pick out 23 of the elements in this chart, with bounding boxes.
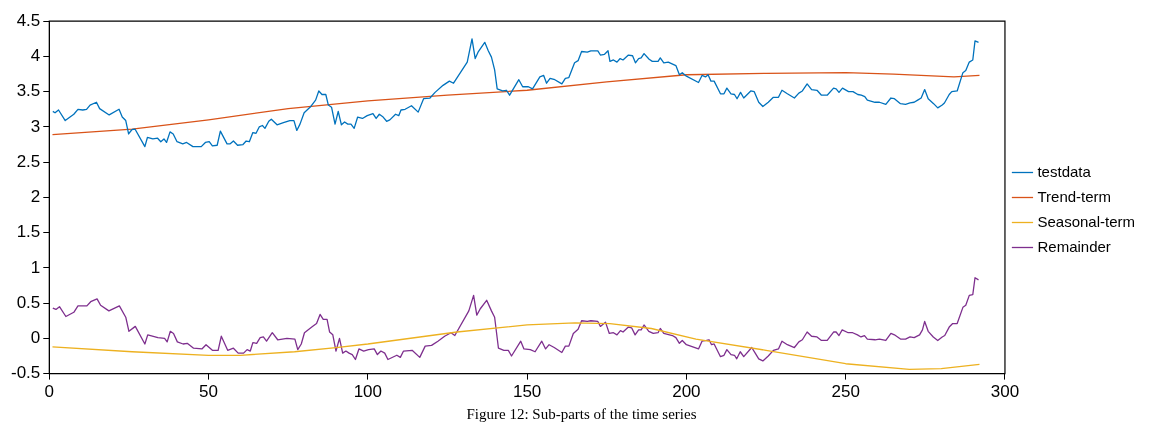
x-tick-label: 200 (672, 382, 701, 402)
x-tick-label: 150 (512, 382, 542, 402)
x-tick-label: 300 (990, 382, 1020, 402)
y-tick-label: 1.5 (16, 222, 41, 242)
x-tick-label: 50 (199, 382, 219, 402)
y-tick-label: -0.5 (11, 363, 41, 383)
legend-label: Seasonal-term (1037, 212, 1135, 230)
caption: Figure 12: Sub-parts of the time series (465, 406, 698, 423)
y-tick-label: 4.5 (16, 10, 41, 30)
legend-label: testdata (1037, 162, 1092, 180)
y-tick-label: 3.5 (16, 81, 41, 101)
y-tick-label: 2.5 (16, 151, 41, 171)
y-tick-label: 1 (30, 257, 41, 277)
legend-label: Remainder (1037, 237, 1111, 255)
x-tick-label: 100 (353, 382, 383, 402)
legend-label: Trend-term (1037, 187, 1112, 205)
y-tick-label: 2 (30, 187, 41, 207)
x-tick-label: 0 (44, 382, 55, 402)
y-tick-label: 3 (30, 116, 41, 136)
x-tick-label: 250 (831, 382, 860, 402)
y-tick-label: 0 (30, 328, 41, 348)
y-tick-label: 0.5 (16, 292, 41, 312)
y-tick-label: 4 (30, 46, 41, 66)
